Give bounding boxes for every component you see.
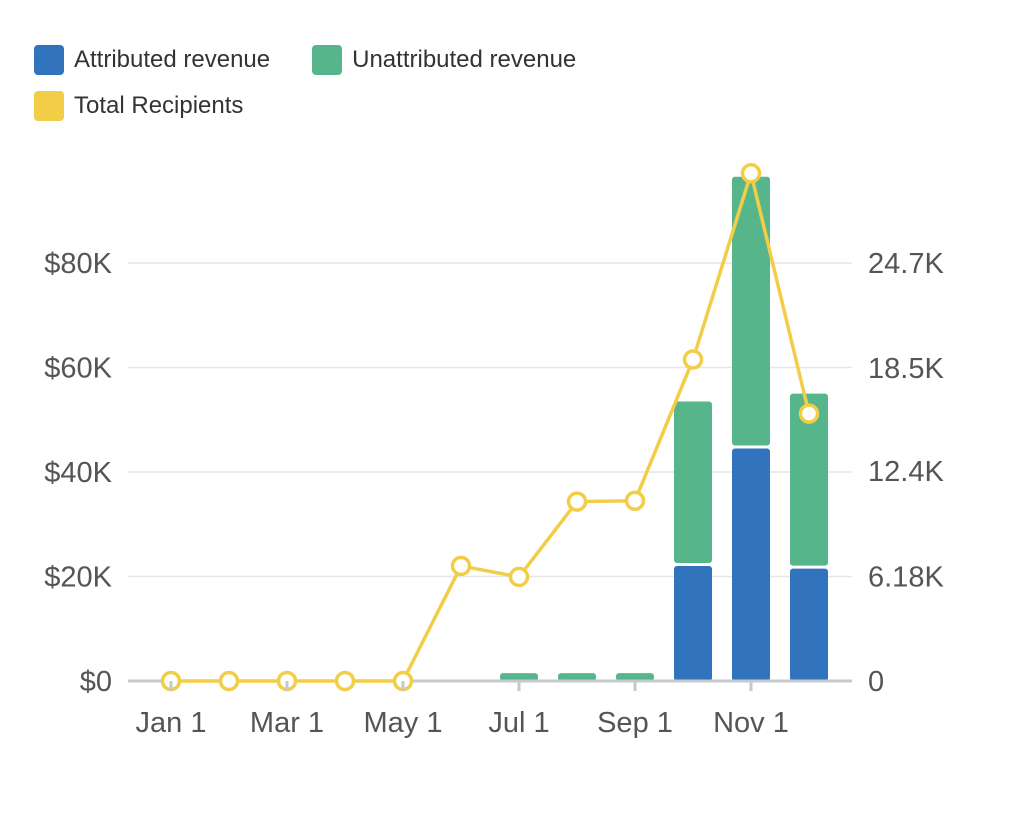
point-total-recipients-7[interactable]: [566, 491, 588, 512]
legend-item-unattributed-revenue[interactable]: Unattributed revenue: [312, 45, 576, 75]
y-left-tick-label: $60K: [44, 353, 112, 385]
bar-unattributed-8[interactable]: [616, 673, 654, 681]
point-total-recipients-11[interactable]: [798, 403, 820, 424]
y-right-tick-label: 24.7K: [868, 248, 944, 280]
y-left-tick-label: $40K: [44, 457, 112, 489]
legend-row-2: Total Recipients: [34, 88, 794, 124]
bar-unattributed-11[interactable]: [790, 393, 828, 566]
point-total-recipients-10[interactable]: [740, 163, 762, 184]
y-left-tick-label: $20K: [44, 562, 112, 594]
x-axis: Jan 1 Mar 1 May 1 Jul 1 Sep 1 Nov 1: [136, 681, 789, 739]
bar-unattributed-6[interactable]: [500, 673, 538, 681]
legend-item-total-recipients[interactable]: Total Recipients: [34, 91, 243, 121]
x-tick-label: Jul 1: [488, 707, 549, 739]
point-total-recipients-6[interactable]: [508, 566, 530, 588]
legend-label-total-recipients: Total Recipients: [74, 92, 244, 119]
bar-attributed-10[interactable]: [732, 448, 770, 681]
x-tick-label: Nov 1: [713, 707, 789, 739]
point-total-recipients-5[interactable]: [450, 555, 472, 577]
x-tick-label: May 1: [364, 707, 443, 739]
line-series: [160, 163, 820, 692]
y-right-tick-label: 12.4K: [868, 456, 944, 488]
point-total-recipients-8[interactable]: [624, 490, 646, 512]
y-left-tick-label: $80K: [44, 248, 112, 280]
left-y-axis: $0 $20K $40K $60K $80K: [44, 248, 112, 698]
y-left-tick-label: $0: [80, 666, 112, 698]
bar-attributed-9[interactable]: [674, 566, 712, 681]
legend-swatch-total-recipients: [34, 91, 64, 121]
gridlines: [128, 262, 852, 578]
legend-swatch-attributed-revenue: [34, 45, 64, 75]
point-total-recipients-9[interactable]: [682, 349, 704, 370]
legend-label-attributed-revenue: Attributed revenue: [74, 46, 271, 73]
bar-unattributed-9[interactable]: [674, 401, 712, 564]
bar-attributed-11[interactable]: [790, 568, 828, 681]
point-total-recipients-1[interactable]: [218, 670, 240, 692]
legend-item-attributed-revenue[interactable]: Attributed revenue: [34, 45, 270, 75]
right-y-axis: 0 6.18K 12.4K 18.5K 24.7K: [868, 248, 944, 698]
x-tick-label: Jan 1: [136, 707, 207, 739]
x-tick-label: Sep 1: [597, 707, 673, 739]
y-right-tick-label: 18.5K: [868, 353, 944, 385]
legend-label-unattributed-revenue: Unattributed revenue: [352, 46, 577, 73]
bar-unattributed-10[interactable]: [732, 176, 770, 446]
y-right-tick-label: 6.18K: [868, 561, 944, 593]
chart-legend: Attributed revenue Unattributed revenue …: [34, 42, 794, 134]
legend-swatch-unattributed-revenue: [312, 45, 343, 75]
line-total-recipients: [171, 171, 811, 683]
y-right-tick-label: 0: [868, 666, 884, 698]
bar-series: [500, 176, 828, 681]
point-total-recipients-3[interactable]: [334, 670, 356, 692]
bar-unattributed-7[interactable]: [558, 673, 596, 681]
x-tick-label: Mar 1: [250, 707, 324, 739]
legend-row-1: Attributed revenue Unattributed revenue: [34, 42, 794, 78]
